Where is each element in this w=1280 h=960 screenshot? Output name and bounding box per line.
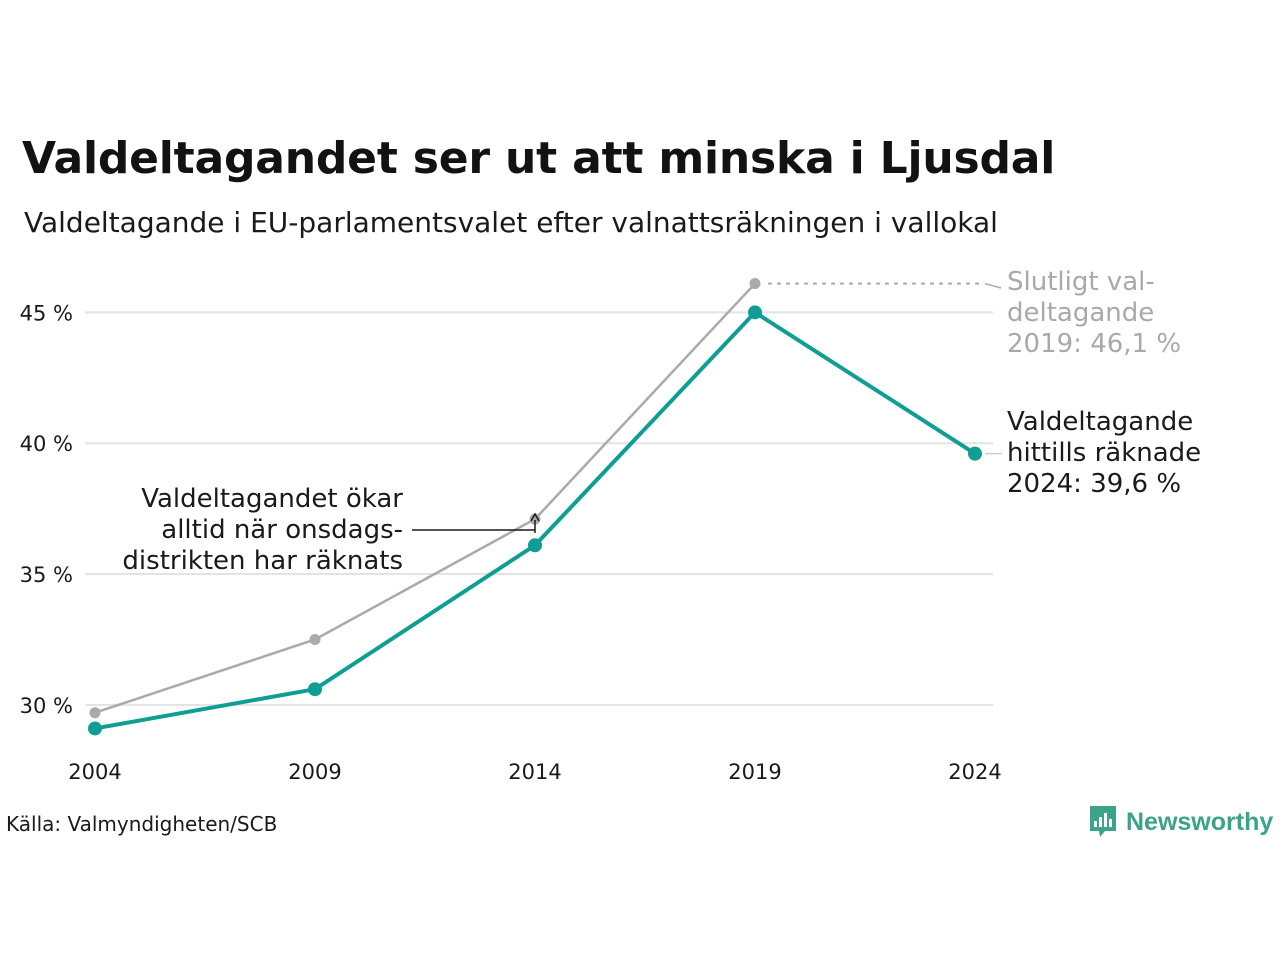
- y-tick-label: 35 %: [20, 563, 73, 587]
- final-2019-label-line: Slutligt val-: [1007, 267, 1155, 297]
- onsdag-label-line: alltid när onsdags-: [161, 515, 403, 545]
- data-point: [968, 446, 982, 461]
- data-point: [529, 513, 541, 525]
- data-point: [309, 633, 321, 645]
- data-point: [528, 538, 542, 553]
- x-tick-label: 2009: [288, 760, 341, 784]
- x-tick-label: 2024: [948, 760, 1001, 784]
- data-point: [748, 305, 762, 320]
- data-point: [89, 707, 101, 719]
- current-2024-label-line: hittills räknade: [1007, 438, 1201, 468]
- current-2024-label-line: 2024: 39,6 %: [1007, 469, 1181, 499]
- data-point: [308, 682, 322, 697]
- chart-subtitle: Valdeltagande i EU-parlamentsvalet efter…: [24, 206, 998, 239]
- y-tick-label: 40 %: [20, 432, 73, 456]
- onsdag-arrowhead: [530, 512, 540, 522]
- data-point: [749, 278, 761, 290]
- x-tick-label: 2014: [508, 760, 561, 784]
- final-2019-leader-tick: [984, 282, 1002, 289]
- onsdag-label: Valdeltagandet ökar alltid när onsdags-di…: [122, 484, 403, 576]
- newsworthy-bar-chart-icon: [1090, 806, 1116, 837]
- final-2019-label-line: deltagande: [1007, 298, 1154, 328]
- onsdag-label-line: distrikten har räknats: [122, 546, 403, 576]
- series-current-turnout: [88, 305, 982, 736]
- x-tick-label: 2004: [68, 760, 121, 784]
- y-axis-ticks: 30 % 35 % 40 % 45 %: [20, 301, 73, 718]
- final-2019-label-line: 2019: 46,1 %: [1007, 329, 1181, 359]
- current-2024-label-line: Valdeltagande: [1007, 407, 1193, 437]
- onsdag-label-line: Valdeltagandet ökar: [141, 484, 403, 514]
- final-2019-label: Slutligt val-deltagande 2019: 46,1 %: [1007, 267, 1181, 359]
- series-final-turnout: [89, 278, 761, 719]
- x-tick-label: 2019: [728, 760, 781, 784]
- y-tick-label: 30 %: [20, 694, 73, 718]
- x-axis-ticks: 2004 2009 2014 2019 2024: [68, 760, 1001, 784]
- series-line: [93, 282, 757, 714]
- annotations: Slutligt val-deltagande 2019: 46,1 % Valde…: [122, 267, 1201, 576]
- y-tick-label: 45 %: [20, 301, 73, 325]
- chart-title: Valdeltagandet ser ut att minska i Ljusd…: [22, 133, 1056, 184]
- source-note: Källa: Valmyndigheten/SCB: [6, 812, 278, 836]
- brand-logo: Newsworthy: [1088, 804, 1273, 840]
- data-point: [88, 721, 102, 736]
- brand-name: Newsworthy: [1126, 807, 1274, 836]
- current-2024-label: Valdeltagande hittills räknade 2024: 39,6 …: [1007, 407, 1201, 499]
